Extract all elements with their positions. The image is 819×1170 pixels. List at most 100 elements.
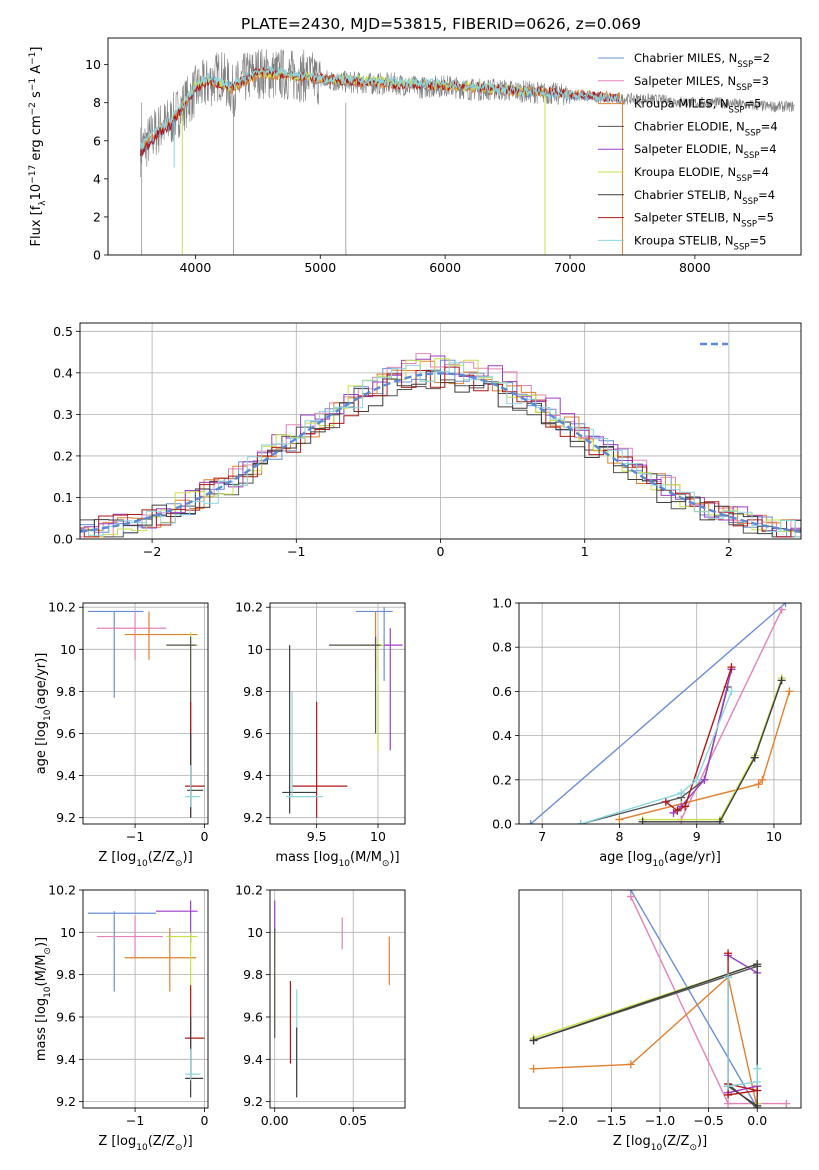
y-tick-label: 9.6 [243,726,263,741]
x-axis-label-part: (age/yr)] [664,850,721,865]
weight-marker [615,815,624,824]
y-tick-label: 9.2 [243,810,263,825]
x-tick-label: −1 [126,829,144,844]
data-spectrum [140,48,795,178]
axes-frame [82,889,209,1109]
weight-line [533,963,758,1104]
y-tick-label: 2 [93,209,101,224]
y-axis-label-part: mass [log [34,998,49,1061]
legend-entry: Chabrier STELIB, NSSP=4 [634,188,775,207]
weight-marker [700,775,709,784]
y-tick-label: 9.8 [56,684,76,699]
legend-entry-count: =3 [752,74,769,88]
y-tick-label: 10.2 [235,883,263,898]
weight-line [727,954,758,1094]
legend-entry-count: =4 [760,142,777,156]
weight-marker [753,1077,762,1086]
y-tick-label: 0.8 [492,640,512,655]
axes-frame [518,602,802,825]
legend-entry-name: Salpeter STELIB, N [634,211,741,225]
x-axis-label-part: 10 [651,1143,663,1153]
legend-entry: Chabrier MILES, NSSP=2 [634,51,770,70]
weight-marker [753,1086,762,1095]
x-tick-label: 6000 [429,260,461,275]
panel-mass-vs-EBV: 0.00 0.05 9.2 9.4 9.6 9.8 10 10.2 [235,883,406,1128]
x-axis-label-part: (M/M [350,850,382,865]
weight-line [727,977,758,1088]
legend-entry-count: =5 [744,97,761,111]
axes-frame [269,602,406,825]
x-axis-label-part: 10 [136,1143,148,1153]
y-tick-label: 10 [60,642,76,657]
y-tick-label: 6 [93,133,101,148]
x-tick-label: −0.5 [693,1113,723,1128]
x-axis-label-part: mass [log [275,850,338,865]
x-tick-label: 4000 [179,260,211,275]
y-axis-label-part: λ [38,200,48,206]
legend-entry-name: Salpeter MILES, N [634,74,736,88]
y-tick-label: 10 [60,925,76,940]
legend-entry-name: Kroupa ELODIE, N [634,165,736,179]
x-axis-label-part: Z [log [98,850,136,865]
x-axis-label: Z [log10(Z/Z⊙)] [98,1134,192,1153]
legend-entry: Kroupa STELIB, NSSP=5 [634,233,766,252]
plot-area-spectrum [140,48,795,255]
x-axis-label-part: ⊙ [689,1143,697,1153]
y-tick-label: 9.2 [56,1094,76,1109]
panel-mass-weight-vs-Z: −2.0 −1.5 −1.0 −0.5 0.0 Z [log10(Z/Z⊙)] [518,889,802,1153]
y-tick-label: 0.4 [492,728,512,743]
y-axis-label-part: −1 [28,52,38,65]
legend-entry-name: Chabrier STELIB, N [634,188,742,202]
x-axis-label: age [log10(age/yr)] [599,850,721,869]
weight-line [533,963,758,1108]
plot-area-age-vs-mass [282,607,403,818]
x-tick-label: 0.0 [747,1113,767,1128]
y-tick-label: 10 [247,925,263,940]
weight-marker [715,817,724,824]
weight-marker [750,753,759,762]
y-axis-label-part: ⊙ [43,947,53,955]
y-tick-label: 0.3 [53,407,73,422]
weight-line [642,677,783,821]
y-axis-label-part: A [29,65,44,78]
x-axis-label: Z [log10(Z/Z⊙)] [98,850,192,869]
x-tick-label: 7 [538,829,546,844]
legend-entry-sub: SSP [741,220,757,230]
axes-frame [269,889,406,1109]
axes-frame [79,322,802,540]
y-axis-label-part: 10 [29,184,44,201]
y-tick-label: 0.1 [53,490,73,505]
x-tick-label: 8 [615,829,623,844]
legend-entry-sub: SSP [736,174,752,184]
x-tick-label: 0 [201,829,209,844]
legend-entry: Salpeter MILES, NSSP=3 [634,74,769,93]
y-axis-label-part: s [29,91,44,102]
weight-line [665,666,733,812]
y-axis-label: age [log10(age/yr)] [34,653,53,775]
y-axis-label-part: age [log [34,721,49,774]
weight-marker [724,973,733,982]
x-tick-label: 10 [766,829,782,844]
x-axis-label-part: (Z/Z [148,1134,175,1149]
legend-entry-count: =2 [753,51,770,65]
x-tick-label: 7000 [554,260,586,275]
x-axis-label-part: 10 [652,859,664,869]
legend-entry-name: Kroupa STELIB, N [634,233,734,247]
x-tick-label: 0 [437,544,445,559]
x-axis-label-part: ⊙ [382,859,390,869]
y-tick-label: 1.0 [492,596,512,611]
y-axis-label: mass [log10(M/M⊙)] [34,937,53,1061]
weight-marker [529,1036,538,1045]
y-tick-label: 9.6 [243,1009,263,1024]
x-axis-label-part: Z [log [613,1134,651,1149]
y-tick-label: 0.2 [492,772,512,787]
x-axis-label-part: (Z/Z [148,850,175,865]
axes-frame [82,602,209,825]
x-axis-label-part: 10 [339,859,351,869]
weight-marker [754,780,763,789]
x-tick-label: 10 [370,829,386,844]
y-axis-label-part: erg cm [29,115,44,164]
weight-line [530,603,786,824]
